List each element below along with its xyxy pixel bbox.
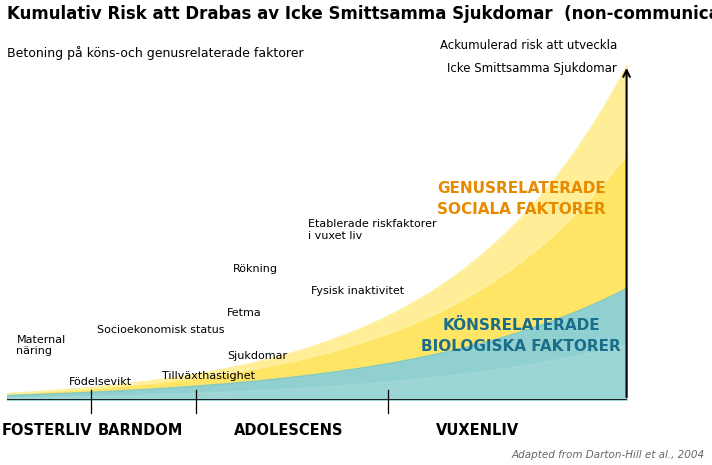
Text: Kumulativ Risk att Drabas av Icke Smittsamma Sjukdomar  (non-communicable diseas: Kumulativ Risk att Drabas av Icke Smitts… bbox=[7, 5, 712, 23]
Text: Adapted from Darton-Hill et al., 2004: Adapted from Darton-Hill et al., 2004 bbox=[512, 450, 705, 460]
Text: GENUSRELATERADE
SOCIALA FAKTORER: GENUSRELATERADE SOCIALA FAKTORER bbox=[437, 181, 606, 217]
Text: Födelsevikt: Födelsevikt bbox=[69, 377, 132, 386]
Text: Etablerade riskfaktorer
i vuxet liv: Etablerade riskfaktorer i vuxet liv bbox=[308, 219, 436, 241]
Text: Betoning på köns-och genusrelaterade faktorer: Betoning på köns-och genusrelaterade fak… bbox=[7, 46, 304, 60]
Text: BARNDOM: BARNDOM bbox=[98, 423, 183, 438]
Text: Ackumulerad risk att utveckla: Ackumulerad risk att utveckla bbox=[440, 39, 617, 52]
Text: Rökning: Rökning bbox=[234, 264, 278, 274]
Text: Fysisk inaktivitet: Fysisk inaktivitet bbox=[310, 286, 404, 296]
Text: Sjukdomar: Sjukdomar bbox=[227, 352, 287, 361]
Text: Fetma: Fetma bbox=[227, 308, 262, 318]
Text: Socioekonomisk status: Socioekonomisk status bbox=[97, 325, 224, 335]
Text: VUXENLIV: VUXENLIV bbox=[436, 423, 520, 438]
Text: Maternal
näring: Maternal näring bbox=[16, 335, 66, 356]
Text: ADOLESCENS: ADOLESCENS bbox=[234, 423, 344, 438]
Text: Tillväxthastighet: Tillväxthastighet bbox=[162, 372, 255, 381]
Text: FOSTERLIV: FOSTERLIV bbox=[2, 423, 93, 438]
Text: Icke Smittsamma Sjukdomar: Icke Smittsamma Sjukdomar bbox=[447, 62, 617, 75]
Text: KÖNSRELATERADE
BIOLOGISKA FAKTORER: KÖNSRELATERADE BIOLOGISKA FAKTORER bbox=[422, 318, 621, 354]
